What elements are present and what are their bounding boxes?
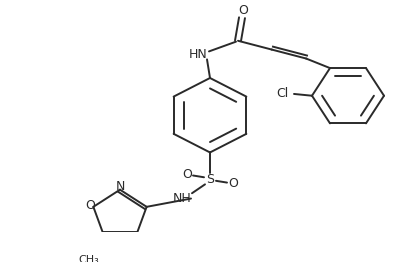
Text: O: O — [85, 199, 95, 211]
Text: S: S — [206, 173, 214, 185]
Text: HN: HN — [189, 48, 207, 62]
Text: Cl: Cl — [276, 88, 288, 100]
Text: CH₃: CH₃ — [78, 255, 99, 262]
Text: NH: NH — [173, 192, 192, 205]
Text: O: O — [228, 177, 238, 190]
Text: N: N — [116, 180, 125, 193]
Text: O: O — [238, 4, 248, 17]
Text: O: O — [182, 168, 192, 181]
